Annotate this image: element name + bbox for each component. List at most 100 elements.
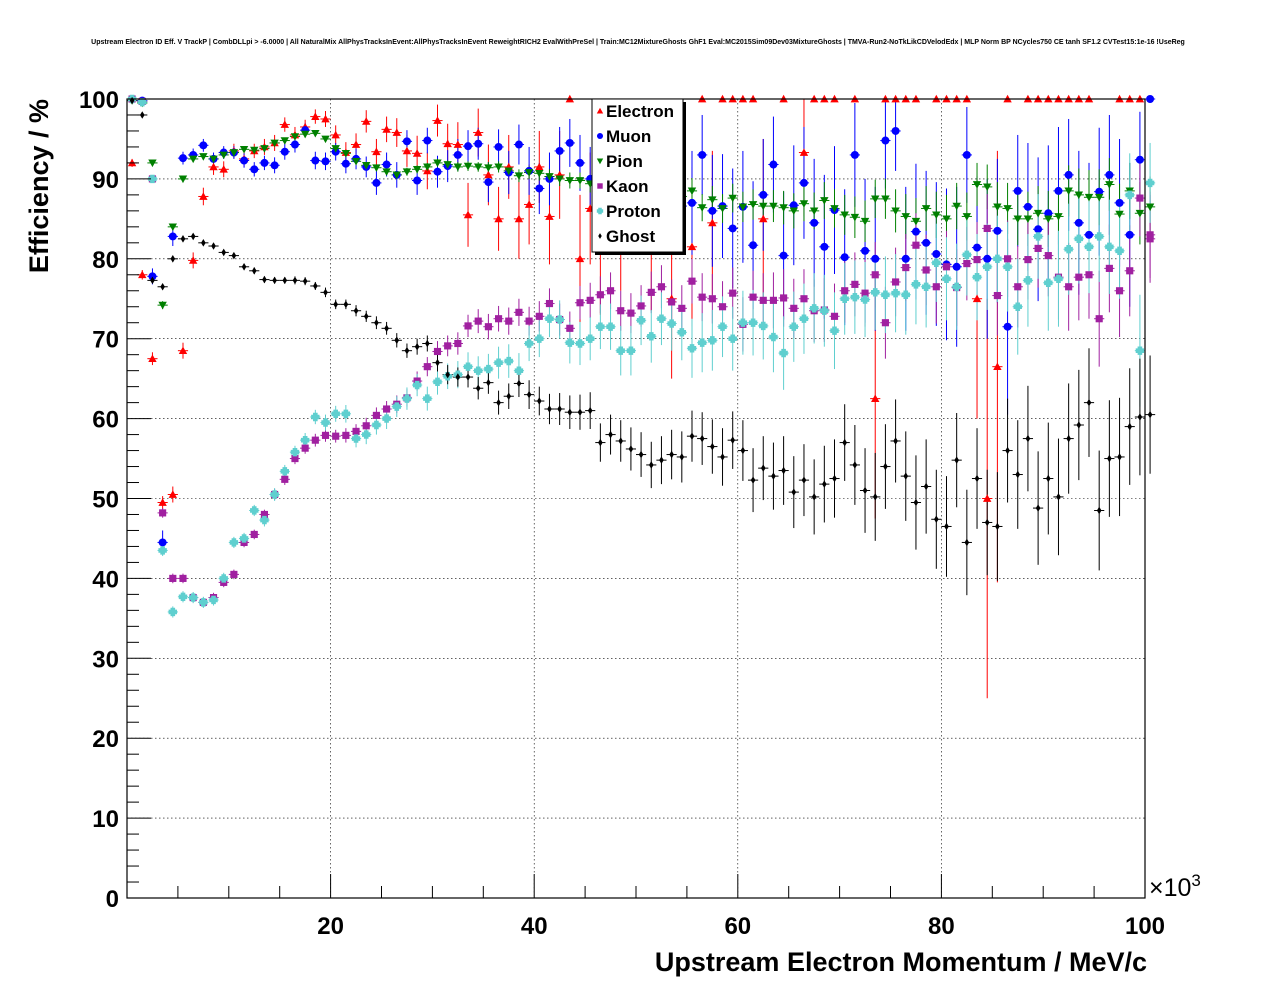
proton-point bbox=[799, 314, 809, 323]
kaon-point bbox=[983, 224, 991, 233]
kaon-point bbox=[1085, 271, 1093, 279]
electron-point bbox=[188, 256, 198, 264]
kaon-point bbox=[1065, 283, 1073, 291]
proton-point bbox=[1135, 346, 1145, 355]
proton-point bbox=[962, 250, 972, 260]
proton-point bbox=[331, 409, 340, 419]
kaon-point bbox=[922, 266, 930, 274]
muon-point bbox=[871, 254, 880, 263]
electron-point bbox=[158, 498, 167, 506]
ghost-point bbox=[221, 248, 227, 257]
plot-title: Upstream Electron ID Eff. V TrackP | Com… bbox=[91, 39, 1185, 46]
ghost-point bbox=[1117, 453, 1122, 461]
pion-point bbox=[1023, 215, 1033, 224]
ghost-point bbox=[1015, 470, 1021, 479]
kaon-point bbox=[1115, 287, 1124, 295]
electron-point bbox=[382, 125, 391, 133]
muon-point bbox=[321, 157, 330, 166]
pion-point bbox=[901, 213, 910, 221]
y-tick-label: 60 bbox=[92, 407, 119, 434]
x-multiplier-exponent: 3 bbox=[1191, 871, 1200, 890]
proton-point bbox=[921, 282, 931, 291]
muon-point bbox=[749, 241, 758, 250]
muon-point bbox=[290, 140, 299, 149]
muon-point bbox=[464, 142, 473, 151]
electron-point bbox=[514, 214, 524, 223]
pion-point bbox=[453, 163, 463, 172]
pion-point bbox=[524, 169, 534, 177]
pion-point bbox=[443, 161, 452, 169]
proton-point bbox=[412, 380, 422, 390]
ghost-point bbox=[363, 312, 369, 321]
pion-point bbox=[1044, 215, 1053, 224]
legend-label-ghost: Ghost bbox=[606, 227, 655, 246]
proton-point bbox=[1054, 274, 1063, 283]
ghost-point bbox=[313, 282, 318, 290]
kaon-point bbox=[586, 296, 594, 304]
pion-point bbox=[148, 159, 157, 168]
kaon-point bbox=[576, 299, 584, 307]
muon-point bbox=[901, 254, 910, 263]
proton-point bbox=[759, 321, 768, 331]
y-tick-label: 30 bbox=[92, 646, 119, 673]
electron-point bbox=[708, 218, 717, 227]
muon-point bbox=[962, 150, 971, 159]
pion-point bbox=[300, 130, 310, 139]
electron-point bbox=[799, 148, 809, 156]
proton-point bbox=[351, 434, 361, 443]
kaon-point bbox=[759, 296, 767, 304]
proton-point bbox=[535, 334, 544, 343]
pion-point bbox=[911, 217, 921, 226]
ghost-point bbox=[302, 277, 308, 285]
kaon-point bbox=[1095, 315, 1103, 323]
proton-point bbox=[311, 412, 320, 422]
muon-point bbox=[311, 156, 320, 165]
ghost-point bbox=[353, 306, 359, 315]
legend-label-kaon: Kaon bbox=[606, 177, 649, 196]
muon-point bbox=[280, 147, 289, 156]
muon-point bbox=[382, 160, 391, 169]
legend-marker-ghost bbox=[598, 233, 602, 239]
kaon-point bbox=[545, 299, 554, 308]
pion-point bbox=[952, 202, 961, 211]
proton-point bbox=[209, 595, 218, 605]
proton-point bbox=[148, 174, 157, 184]
proton-point bbox=[942, 274, 951, 283]
kaon-point bbox=[668, 298, 676, 306]
kaon-point bbox=[1044, 252, 1052, 260]
pion-point bbox=[799, 200, 809, 208]
proton-point bbox=[1033, 232, 1043, 241]
muon-point bbox=[861, 246, 870, 255]
kaon-point bbox=[566, 324, 574, 332]
kaon-point bbox=[800, 295, 808, 303]
electron-point bbox=[433, 116, 442, 124]
proton-point bbox=[1044, 278, 1053, 287]
proton-point bbox=[626, 346, 636, 355]
electron-point bbox=[199, 192, 208, 200]
proton-point bbox=[545, 314, 554, 323]
ghost-point bbox=[1005, 446, 1010, 455]
proton-point bbox=[1145, 178, 1155, 188]
proton-point bbox=[575, 339, 585, 348]
proton-point bbox=[280, 467, 289, 476]
pion-point bbox=[1064, 187, 1073, 196]
electron-point bbox=[362, 117, 371, 125]
proton-point bbox=[138, 97, 147, 107]
kaon-point bbox=[749, 293, 757, 301]
x-tick-label: 20 bbox=[317, 913, 344, 940]
proton-point bbox=[362, 430, 371, 439]
ghost-point bbox=[201, 239, 206, 247]
kaon-point bbox=[1146, 231, 1154, 239]
pion-point bbox=[728, 194, 737, 203]
ghost-point bbox=[760, 464, 766, 472]
pion-point bbox=[504, 167, 513, 176]
pion-point bbox=[830, 205, 839, 213]
ghost-point bbox=[1086, 398, 1092, 407]
pion-point bbox=[209, 155, 218, 164]
ghost-point bbox=[954, 456, 959, 464]
ghost-point bbox=[557, 405, 562, 413]
pion-point bbox=[494, 163, 503, 172]
pion-point bbox=[484, 164, 493, 172]
proton-point bbox=[250, 506, 259, 515]
